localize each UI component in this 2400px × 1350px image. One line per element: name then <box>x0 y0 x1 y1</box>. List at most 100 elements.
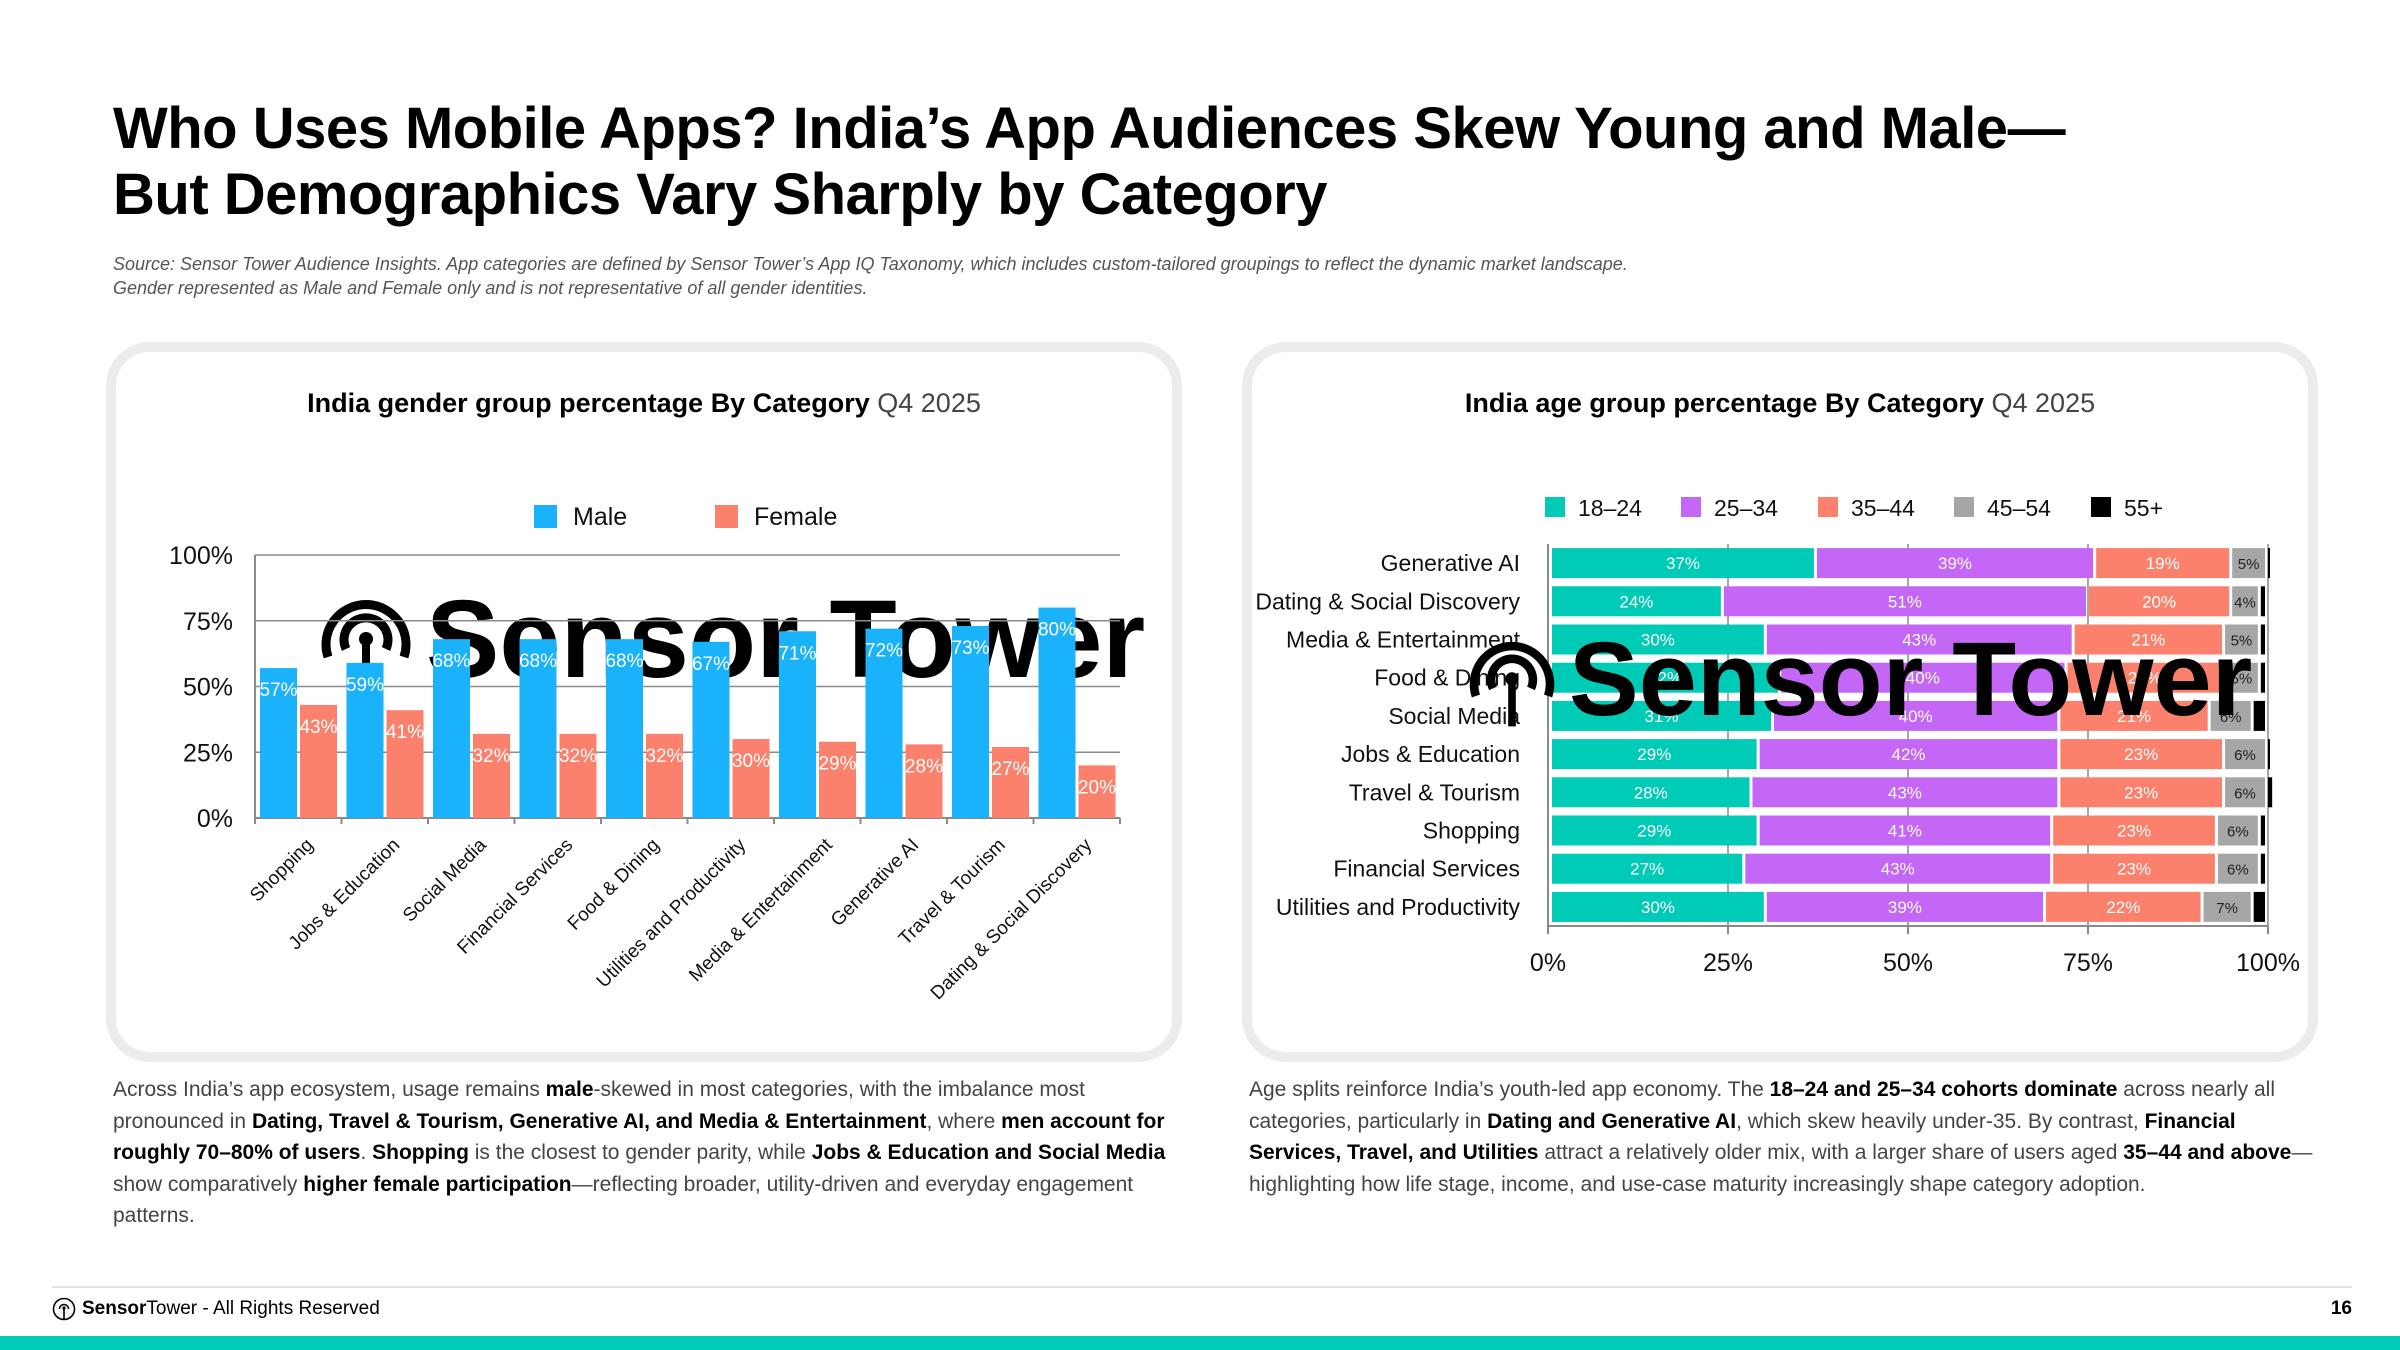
bar-data-label: 6% <box>2234 785 2256 802</box>
source-line: Source: Sensor Tower Audience Insights. … <box>113 254 1628 274</box>
bar-segment <box>2260 586 2265 617</box>
y-category-label: Media & Entertainment <box>1286 627 1521 653</box>
bar-data-label: 57% <box>259 680 297 701</box>
y-category-label: Financial Services <box>1333 856 1520 882</box>
age-chart-title-period: Q4 2025 <box>1991 388 2096 418</box>
bar-female <box>905 744 943 818</box>
bar-segment <box>1816 548 2094 579</box>
age-chart-card: India age group percentage By Category Q… <box>1242 342 2318 1062</box>
watermark-inner-arc-icon <box>339 613 393 651</box>
x-tick-label: 50% <box>1883 949 1933 977</box>
bar-male <box>952 626 989 818</box>
emphasis-text: Dating and Generative AI <box>1487 1109 1737 1133</box>
bar-segment <box>2096 548 2230 579</box>
bar-data-label: 30% <box>1641 898 1675 917</box>
bar-segment <box>1552 548 1814 579</box>
legend-label: 45–54 <box>1987 495 2051 521</box>
emphasis-text: Jobs & Education and Social Media <box>811 1141 1166 1164</box>
bar-segment <box>1552 624 1764 655</box>
bar-data-label: 42% <box>1891 745 1925 764</box>
y-category-label: Travel & Tourism <box>1349 779 1520 805</box>
bar-segment <box>2260 815 2265 846</box>
bar-segment <box>2053 853 2215 884</box>
bar-data-label: 40% <box>1906 669 1940 688</box>
bar-data-label: 30% <box>1641 631 1675 650</box>
bar-data-label: 23% <box>2124 745 2158 764</box>
bar-data-label: 28% <box>905 756 943 777</box>
bar-segment <box>2260 624 2265 655</box>
bar-segment <box>1752 777 2058 808</box>
bar-data-label: 31% <box>1644 707 1678 726</box>
emphasis-text: Shopping <box>372 1141 469 1164</box>
sensor-tower-logo-icon <box>52 1297 76 1321</box>
bar-data-label: 68% <box>519 651 557 672</box>
bar-segment <box>2203 891 2251 922</box>
body-text-run: across nearly all categories, particular… <box>1249 1078 2276 1133</box>
y-tick-label: 100% <box>169 542 233 570</box>
bar-data-label: 39% <box>1888 898 1922 917</box>
body-text-run: Across India’s app ecosystem, usage rema… <box>113 1078 546 1101</box>
bar-data-label: 21% <box>2131 631 2165 650</box>
bar-data-label: 67% <box>692 654 730 675</box>
emphasis-text: male <box>545 1078 594 1101</box>
y-category-label: Jobs & Education <box>1341 741 1520 767</box>
bar-segment <box>2225 739 2265 770</box>
bar-data-label: 6% <box>2234 747 2256 764</box>
watermark-outer-arc-icon <box>1469 641 1555 698</box>
bar-female <box>300 704 337 818</box>
body-text-run: , where <box>926 1109 1002 1133</box>
bar-data-label: 43% <box>1888 783 1922 802</box>
gender-chart-title: India gender group percentage By Categor… <box>116 388 1172 419</box>
emphasis-text: 18–24 and 25–34 cohorts dominate <box>1769 1078 2118 1101</box>
legend-label: 25–34 <box>1714 495 1778 521</box>
bar-data-label: 71% <box>778 643 816 664</box>
bar-segment <box>2217 815 2258 846</box>
body-text-run: . <box>360 1141 373 1164</box>
footer-brand-regular: Tower <box>146 1298 198 1319</box>
x-category-label: Shopping <box>246 835 318 907</box>
bar-data-label: 68% <box>432 651 470 672</box>
y-tick-label: 0% <box>197 805 233 833</box>
emphasis-text: men account for roughly 70–80% of users <box>113 1109 1165 1165</box>
bar-segment <box>1552 777 1750 808</box>
bar-data-label: 20% <box>1078 777 1116 798</box>
page-title-line2: But Demographics Vary Sharply by Categor… <box>113 162 1327 227</box>
bar-data-label: 5% <box>2231 633 2253 650</box>
legend-swatch-male <box>534 505 557 528</box>
bar-male <box>519 639 557 818</box>
bar-male <box>346 662 384 818</box>
body-text-run: -skewed in most categories, with the imb… <box>113 1078 1085 1133</box>
bar-segment <box>2060 739 2223 770</box>
page-number: 16 <box>2330 1298 2352 1319</box>
footer-brand: SensorTower - All Rights Reserved <box>52 1297 380 1321</box>
bar-data-label: 28% <box>1634 783 1668 802</box>
bar-data-label: 6% <box>2227 862 2249 879</box>
bar-data-label: 41% <box>386 722 424 743</box>
bar-segment <box>2268 548 2270 579</box>
bar-segment <box>2217 853 2258 884</box>
gender-chart-title-main: India gender group percentage By Categor… <box>307 388 870 418</box>
bar-segment <box>2253 700 2265 731</box>
bar-data-label: 32% <box>1648 669 1682 688</box>
legend-swatch-female <box>715 505 738 528</box>
bar-data-label: 41% <box>1888 822 1922 841</box>
bar-segment <box>1552 891 1764 922</box>
bar-segment <box>2067 662 2223 693</box>
bar-data-label: 40% <box>1899 707 1933 726</box>
bar-data-label: 6% <box>2227 824 2249 841</box>
watermark-text: Sensor Tower <box>1569 621 2252 738</box>
bar-segment <box>1766 624 2072 655</box>
body-text-run: Age splits reinforce India’s youth-led a… <box>1249 1078 1770 1101</box>
gender-chart-title-period: Q4 2025 <box>877 388 981 418</box>
bar-segment <box>2060 700 2208 731</box>
bar-data-label: 32% <box>472 746 510 767</box>
legend-swatch <box>1818 497 1838 517</box>
bar-data-label: 80% <box>1038 620 1076 641</box>
watermark-stem-icon <box>1508 678 1516 727</box>
legend-swatch <box>1681 497 1701 517</box>
x-category-label: Utilities and Productivity <box>593 834 751 992</box>
age-chart-title-main: India age group percentage By Category <box>1464 388 1984 418</box>
gender-chart: MaleFemaleSensor Tower0%25%50%75%100%57%… <box>169 503 1145 1004</box>
bar-segment <box>2253 891 2265 922</box>
page-title: Who Uses Mobile Apps? India’s App Audien… <box>113 96 2066 228</box>
